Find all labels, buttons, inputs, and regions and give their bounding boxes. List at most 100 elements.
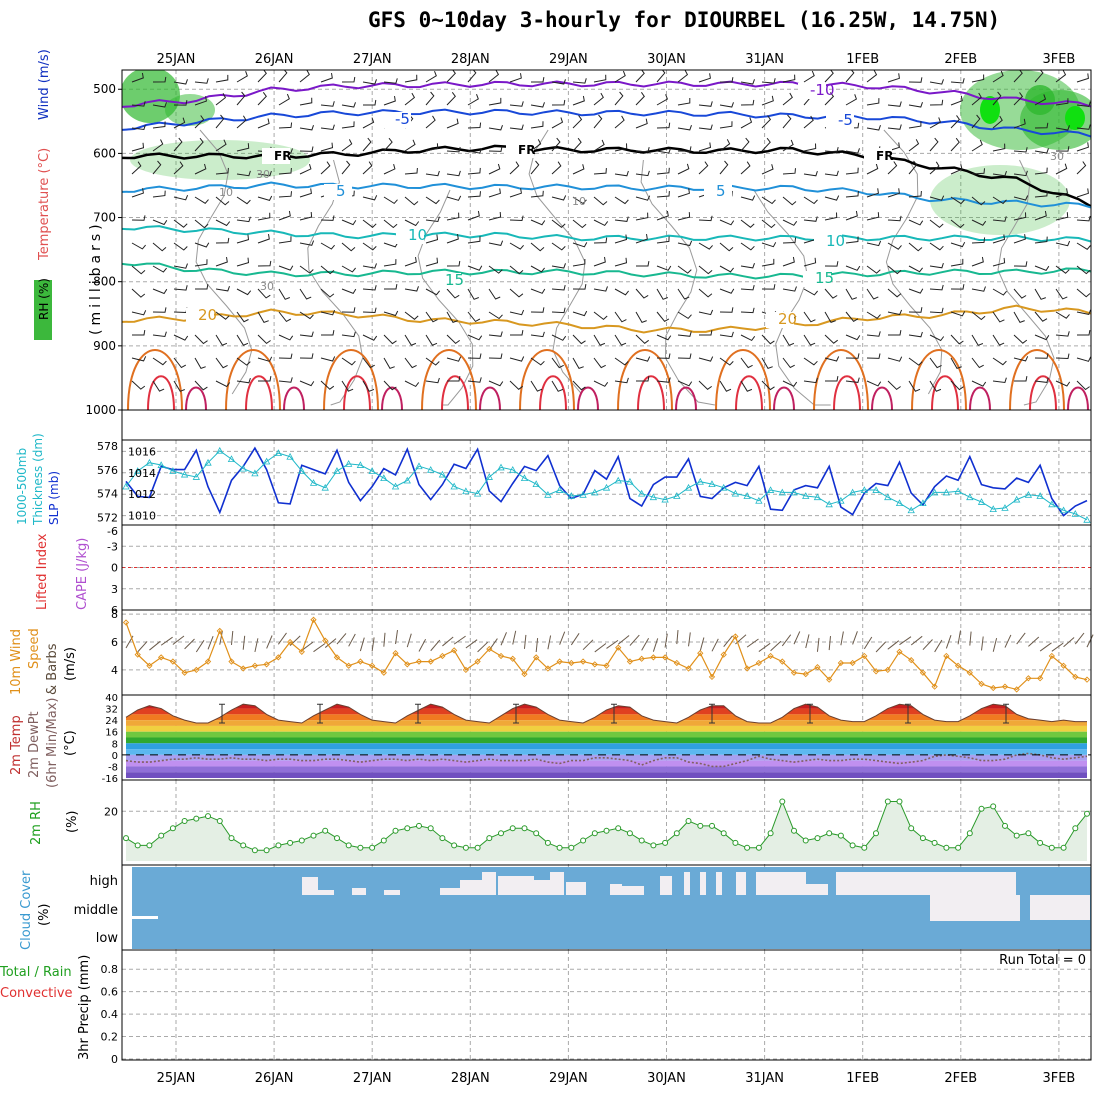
wind-barb (677, 288, 690, 300)
wind-speed-point (181, 669, 188, 676)
wind-barb (278, 288, 290, 300)
wind-barb-10m (1039, 642, 1052, 652)
isotherm-label: -10 (810, 81, 835, 99)
wind-barb (971, 196, 986, 206)
date-label-bottom: 30JAN (647, 1071, 686, 1086)
temp-band (126, 708, 1087, 715)
rh-point (556, 844, 563, 851)
rh2m-left-labels: 2m RH (%) (29, 801, 80, 845)
rh-point (650, 842, 657, 849)
isotherm-loop (283, 386, 305, 410)
wind-speed-point (404, 661, 411, 668)
wind-barb (740, 334, 756, 342)
wind-speed-point (626, 658, 634, 665)
thickness-point (907, 506, 915, 514)
wind-barb (656, 70, 666, 83)
wind-barb (173, 219, 188, 228)
wind-barb (152, 160, 162, 175)
thickness-point (1024, 490, 1033, 498)
label-bg (262, 148, 290, 164)
wind-barb (656, 353, 671, 359)
date-label-top: 27JAN (353, 52, 392, 67)
wind-barb (929, 161, 940, 175)
wind-barb (719, 77, 734, 83)
wind-barb (1034, 311, 1048, 322)
thickness-point (661, 495, 669, 503)
dewpt-axis-label: 2m DewPt (27, 711, 42, 778)
isotherm-label: 15 (815, 269, 834, 287)
wind-barb (572, 164, 585, 175)
wind-barb (992, 70, 1004, 83)
wind-barb (824, 212, 838, 221)
wind-barb (320, 242, 335, 250)
wind-barb (383, 259, 397, 267)
wind-barb (845, 148, 860, 154)
wind-barb (320, 215, 335, 221)
wind-units-label: (m/s) (63, 647, 78, 681)
wind-barb (194, 334, 208, 345)
rh-point (908, 825, 915, 832)
thickness-point (321, 483, 329, 491)
isotherm-line (122, 80, 1091, 108)
wind-barb (299, 265, 314, 274)
wind-barb (992, 91, 1002, 106)
wind-barb (1013, 311, 1025, 324)
temp-band (126, 772, 1087, 778)
wind-barb (845, 377, 860, 383)
isotherm-line (122, 225, 1091, 243)
label-bg (766, 312, 794, 328)
wind-barb-10m (254, 638, 259, 653)
wind-barb (887, 309, 903, 316)
wind-barb (446, 212, 460, 221)
rh-point (709, 822, 715, 829)
wind-barb (467, 122, 482, 129)
thickness-point (766, 486, 775, 493)
thickness-point (872, 486, 880, 493)
wind-barb (1034, 236, 1048, 244)
rh-point (626, 830, 633, 837)
wind-barb (719, 265, 734, 273)
wind-barb (320, 356, 336, 362)
wind-barb (551, 380, 564, 392)
wind-barb (677, 70, 689, 83)
wind-barb (929, 334, 945, 342)
wind-barb (782, 114, 792, 129)
thickness-point (555, 486, 564, 493)
rh-point (544, 839, 551, 846)
thickness-point (966, 493, 974, 501)
rh-point (615, 825, 622, 832)
rh-point (345, 842, 352, 849)
pressure-tick-label: 700 (93, 211, 116, 225)
wind-barb (362, 117, 375, 129)
wind-barb (551, 137, 561, 152)
wind-barb (698, 242, 713, 250)
temp-left-labels: 2m Temp 2m DewPt (6hr Min/Max) (°C) (9, 698, 78, 788)
wind-speed-point (486, 645, 493, 653)
wind-barb (908, 77, 923, 83)
rh-point (896, 798, 903, 805)
wind-barb (384, 284, 398, 290)
wind-speed-point (263, 661, 270, 668)
wind-barb (635, 118, 648, 129)
wind-barb (635, 170, 650, 177)
wind-speed-point (1001, 683, 1009, 690)
wind-barb (572, 258, 586, 267)
temperature-axis-label: Temperature (°C) (37, 148, 52, 261)
wind-speed-point (826, 676, 833, 683)
wind-barb (636, 376, 650, 382)
cloud-units-label: (%) (37, 904, 52, 927)
rh-contour (307, 159, 364, 406)
wind-speed-point (415, 658, 423, 665)
temp-band (126, 749, 1087, 755)
wind-speed-point (521, 670, 528, 678)
wind-barb (299, 380, 315, 387)
thickness-point (614, 476, 622, 484)
thickness-point (942, 488, 951, 496)
wind-barb-10m (652, 638, 659, 652)
wind-barb (572, 242, 588, 248)
wind-barb (173, 285, 188, 291)
wind-barb (593, 256, 606, 267)
isotherm-label: -5 (838, 111, 853, 129)
wind-barb (383, 163, 396, 175)
